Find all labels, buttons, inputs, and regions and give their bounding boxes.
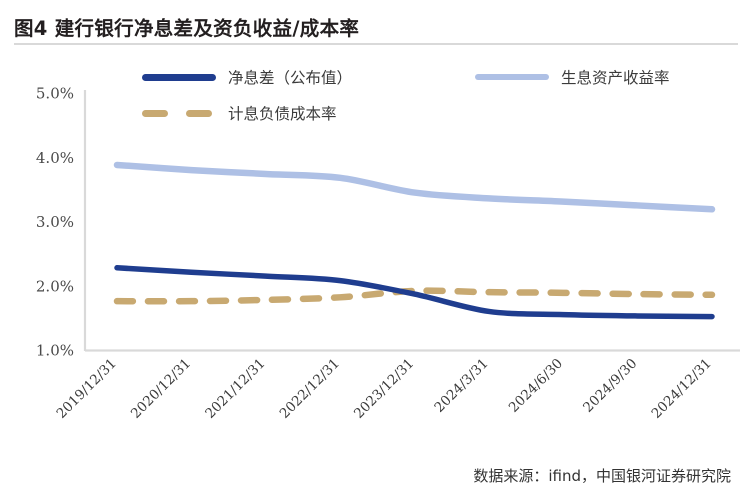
page-title: 图4 建行银行净息差及资负收益/成本率	[14, 16, 360, 40]
x-tick-label: 2021/12/31	[202, 356, 268, 422]
x-tick-label: 2019/12/31	[53, 356, 119, 422]
legend-item-net-interest-margin: 净息差（公布值）	[142, 66, 352, 88]
legend-label-interest-bearing-liability-cost: 计息负债成本率	[228, 105, 337, 123]
title-divider	[14, 43, 738, 45]
x-tick-label: 2022/12/31	[277, 356, 343, 422]
x-tick-label: 2024/3/31	[431, 356, 491, 416]
source-note: 数据来源：ifind，中国银河证券研究院	[473, 467, 731, 485]
y-tick-label: 5.0%	[36, 85, 74, 103]
y-tick-label: 1.0%	[36, 342, 74, 360]
legend-item-earning-asset-yield: 生息资产收益率	[475, 66, 670, 88]
legend-swatch-lightblue-line-icon	[475, 74, 549, 80]
x-tick-label: 2024/9/30	[580, 356, 640, 416]
legend-item-interest-bearing-liability-cost: 计息负债成本率	[142, 102, 337, 124]
series-line	[113, 287, 716, 305]
y-axis-tick-labels: 1.0% 2.0% 3.0% 4.0% 5.0%	[36, 85, 74, 360]
x-axis-tick-labels: 2019/12/31 2020/12/31 2021/12/31 2022/12/31…	[53, 356, 714, 422]
y-tick-label: 3.0%	[36, 213, 74, 231]
y-tick-label: 4.0%	[36, 149, 74, 167]
x-tick-label: 2023/12/31	[351, 356, 417, 422]
legend-swatch-navy-line-icon	[142, 73, 216, 81]
series-line	[114, 265, 715, 320]
x-tick-label: 2024/12/31	[648, 356, 714, 422]
x-tick-label: 2024/6/30	[506, 356, 566, 416]
x-tick-label: 2020/12/31	[128, 356, 194, 422]
y-tick-label: 2.0%	[36, 277, 74, 295]
series-line	[113, 161, 716, 213]
legend-swatch-tan-dashed-line-icon	[142, 109, 216, 117]
legend-label-earning-asset-yield: 生息资产收益率	[561, 69, 670, 87]
legend-label-net-interest-margin: 净息差（公布值）	[228, 69, 353, 87]
series-lines-group	[113, 161, 716, 320]
figure-title: 图4 建行银行净息差及资负收益/成本率	[14, 10, 734, 42]
chart-legend: 净息差（公布值） 生息资产收益率 计息负债成本率	[120, 62, 740, 128]
